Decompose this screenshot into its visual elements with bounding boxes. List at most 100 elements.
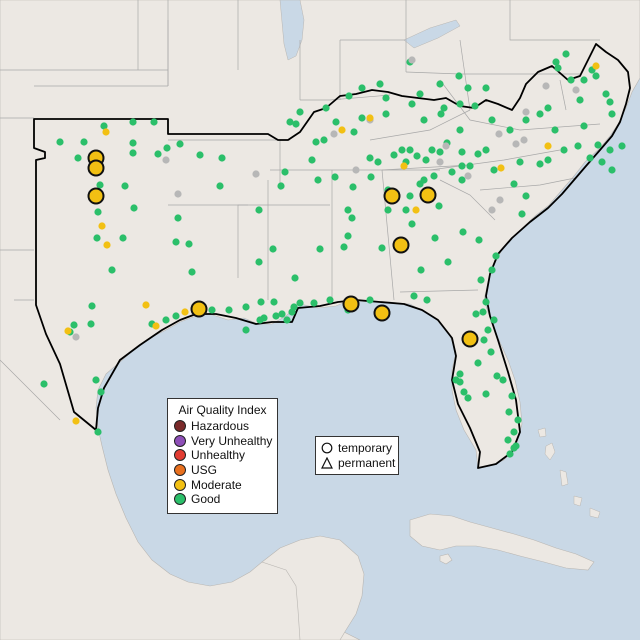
good-station[interactable] <box>196 151 204 159</box>
good-station[interactable] <box>422 156 430 164</box>
good-station[interactable] <box>536 160 544 168</box>
no-data-station[interactable] <box>495 130 503 138</box>
good-station[interactable] <box>514 416 522 424</box>
good-station[interactable] <box>225 306 233 314</box>
good-station[interactable] <box>552 58 560 66</box>
good-station[interactable] <box>326 296 334 304</box>
good-station[interactable] <box>269 245 277 253</box>
good-station[interactable] <box>314 176 322 184</box>
good-station[interactable] <box>100 122 108 130</box>
good-station[interactable] <box>592 72 600 80</box>
good-station[interactable] <box>488 266 496 274</box>
good-station[interactable] <box>423 296 431 304</box>
good-station[interactable] <box>92 376 100 384</box>
good-station[interactable] <box>358 84 366 92</box>
good-station[interactable] <box>413 152 421 160</box>
good-station[interactable] <box>320 136 328 144</box>
good-station[interactable] <box>129 139 137 147</box>
moderate-temporary-station[interactable] <box>87 159 105 177</box>
good-station[interactable] <box>466 162 474 170</box>
no-data-station[interactable] <box>330 130 338 138</box>
good-station[interactable] <box>331 173 339 181</box>
good-station[interactable] <box>437 110 445 118</box>
moderate-station[interactable] <box>592 62 600 70</box>
good-station[interactable] <box>88 302 96 310</box>
good-station[interactable] <box>286 118 294 126</box>
no-data-station[interactable] <box>522 108 530 116</box>
good-station[interactable] <box>80 138 88 146</box>
good-station[interactable] <box>93 234 101 242</box>
moderate-station[interactable] <box>366 114 374 122</box>
good-station[interactable] <box>358 114 366 122</box>
good-station[interactable] <box>508 392 516 400</box>
good-station[interactable] <box>435 202 443 210</box>
good-station[interactable] <box>378 244 386 252</box>
good-station[interactable] <box>283 316 291 324</box>
good-station[interactable] <box>296 108 304 116</box>
good-station[interactable] <box>316 245 324 253</box>
good-station[interactable] <box>580 76 588 84</box>
good-station[interactable] <box>366 296 374 304</box>
good-station[interactable] <box>402 206 410 214</box>
good-station[interactable] <box>456 100 464 108</box>
no-data-station[interactable] <box>520 136 528 144</box>
good-station[interactable] <box>108 266 116 274</box>
good-station[interactable] <box>606 98 614 106</box>
moderate-temporary-station[interactable] <box>342 295 360 313</box>
moderate-temporary-station[interactable] <box>419 186 437 204</box>
moderate-station[interactable] <box>181 308 189 316</box>
good-station[interactable] <box>129 118 137 126</box>
good-station[interactable] <box>277 182 285 190</box>
good-station[interactable] <box>518 210 526 218</box>
good-station[interactable] <box>376 80 384 88</box>
good-station[interactable] <box>255 258 263 266</box>
good-station[interactable] <box>154 150 162 158</box>
no-data-station[interactable] <box>464 172 472 180</box>
good-station[interactable] <box>482 390 490 398</box>
good-station[interactable] <box>510 444 518 452</box>
moderate-station[interactable] <box>72 417 80 425</box>
good-station[interactable] <box>536 110 544 118</box>
good-station[interactable] <box>431 234 439 242</box>
moderate-station[interactable] <box>142 301 150 309</box>
good-station[interactable] <box>188 268 196 276</box>
good-station[interactable] <box>487 348 495 356</box>
moderate-temporary-station[interactable] <box>392 236 410 254</box>
good-station[interactable] <box>482 84 490 92</box>
good-station[interactable] <box>505 408 513 416</box>
good-station[interactable] <box>119 234 127 242</box>
good-station[interactable] <box>420 176 428 184</box>
good-station[interactable] <box>458 148 466 156</box>
good-station[interactable] <box>480 336 488 344</box>
good-station[interactable] <box>185 240 193 248</box>
good-station[interactable] <box>121 182 129 190</box>
good-station[interactable] <box>458 176 466 184</box>
good-station[interactable] <box>504 436 512 444</box>
good-station[interactable] <box>562 50 570 58</box>
good-station[interactable] <box>506 126 514 134</box>
good-station[interactable] <box>94 428 102 436</box>
moderate-station[interactable] <box>64 327 72 335</box>
good-station[interactable] <box>580 122 588 130</box>
good-station[interactable] <box>406 146 414 154</box>
good-station[interactable] <box>477 276 485 284</box>
no-data-station[interactable] <box>572 86 580 94</box>
moderate-station[interactable] <box>338 126 346 134</box>
good-station[interactable] <box>510 180 518 188</box>
good-station[interactable] <box>344 232 352 240</box>
good-station[interactable] <box>398 146 406 154</box>
good-station[interactable] <box>292 120 300 128</box>
good-station[interactable] <box>574 142 582 150</box>
good-station[interactable] <box>606 146 614 154</box>
moderate-station[interactable] <box>103 241 111 249</box>
good-station[interactable] <box>255 206 263 214</box>
good-station[interactable] <box>242 326 250 334</box>
good-station[interactable] <box>256 316 264 324</box>
good-station[interactable] <box>291 274 299 282</box>
good-station[interactable] <box>464 394 472 402</box>
good-station[interactable] <box>272 312 280 320</box>
good-station[interactable] <box>448 168 456 176</box>
good-station[interactable] <box>296 299 304 307</box>
good-station[interactable] <box>436 80 444 88</box>
